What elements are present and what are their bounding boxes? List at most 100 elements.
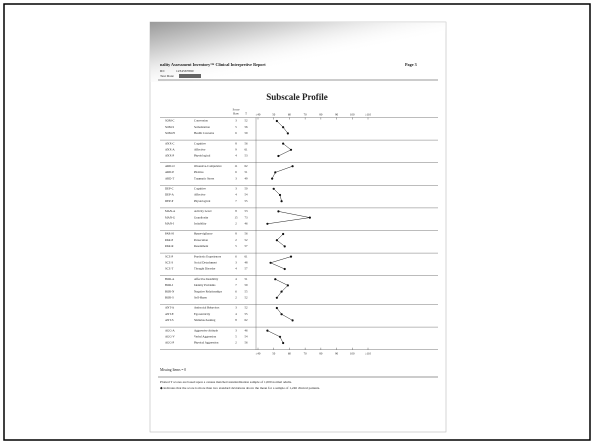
subscale-code: MAN-G [165,215,176,219]
subscale-code: AGG-P [165,341,174,345]
profile-point [280,291,282,293]
subscale-name: Traumatic Stress [194,176,215,180]
subscale-code: ANT-S [165,318,174,322]
x-tick-label: 60 [288,351,292,355]
subscale-name: Resentment [194,244,208,248]
profile-point [287,284,289,286]
subscale-name: Grandiosity [194,215,209,219]
x-tick-label: ≤40 [256,351,261,355]
scanned-page [150,22,446,432]
subscale-name: Negative Relationships [194,289,223,293]
profile-point [287,132,289,134]
t-score: 49 [245,176,249,180]
subscale-code: SOM-C [165,119,175,123]
profile-point [279,194,281,196]
column-header: Raw [233,112,239,116]
subscale-name: Somatization [194,125,210,129]
subscale-code: SCZ-P [165,254,174,258]
subscale-code: AGG-A [165,328,175,332]
profile-point [266,223,268,225]
t-score: 56 [245,232,249,236]
subscale-name: Physical Aggression [194,341,219,345]
subscale-name: Health Concerns [194,131,215,135]
t-score: 53 [245,154,249,158]
subscale-code: ARD-P [165,170,174,174]
subscale-code: ANX-C [165,141,175,145]
profile-point [282,233,284,235]
subscale-name: Thought Disorder [194,267,215,271]
t-score: 57 [245,244,249,248]
profile-point [290,256,292,258]
subscale-name: Phobias [194,170,204,174]
date-label: Test Date: [160,74,174,78]
profile-point [277,210,279,212]
subscale-name: Cognitive [194,141,207,145]
profile-point [291,319,293,321]
t-score: 55 [245,289,249,293]
subscale-name: Antisocial Behaviors [194,306,220,310]
subscale-code: AGG-V [165,334,175,338]
subscale-code: PAR-R [165,244,174,248]
subscale-name: Social Detachment [194,260,217,264]
t-score: 56 [245,341,249,345]
subscale-code: PAR-H [165,232,175,236]
profile-point [274,278,276,280]
profile-point [290,149,292,151]
id-value: 1234567890 [176,69,194,73]
subscale-name: Hypervigilance [194,232,213,236]
t-score: 51 [245,170,249,174]
subscale-name: Cognitive [194,186,207,190]
subscale-code: ARD-T [165,176,174,180]
redaction [179,74,201,78]
t-score: 53 [245,209,249,213]
subscale-code: DEP-C [165,186,174,190]
x-tick-label: 80 [319,351,323,355]
profile-point [284,245,286,247]
profile-point [279,336,281,338]
subscale-code: BOR-A [165,277,175,281]
subscale-code: SCZ-T [165,267,174,271]
subscale-name: Conversion [194,119,208,123]
t-score: 61 [245,254,249,258]
subscale-name: Self-Harm [194,295,207,299]
profile-point [266,330,268,332]
profile-point [284,268,286,270]
t-score: 54 [245,334,249,338]
subscale-name: Affective [194,193,206,197]
subscale-code: ANX-P [165,154,174,158]
x-tick-label: 70 [304,351,308,355]
t-score: 56 [245,125,249,129]
missing-items: Missing Items = 0 [160,368,186,372]
t-score: 48 [245,260,249,264]
profile-point [277,155,279,157]
subscale-code: MAN-A [165,209,176,213]
report-title: nality Assessment Inventory™ Clinical In… [160,62,266,67]
t-score: 46 [245,221,249,225]
t-score: 57 [245,267,249,271]
x-tick-label: ≥110 [365,351,372,355]
subscale-code: BOR-I [165,283,173,287]
t-score: 52 [245,119,249,123]
subscale-code: ANT-A [165,306,175,310]
subscale-code: MAN-I [165,221,174,225]
subscale-code: SOM-S [165,125,175,129]
t-score: 55 [245,199,249,203]
x-tick-label: 100 [350,113,355,117]
page-number: Page 3 [405,62,417,67]
subscale-name: Affective [194,147,206,151]
t-score: 52 [245,238,249,242]
profile-point [269,262,271,264]
subscale-name: Affective Instability [194,277,219,281]
profile-point [282,143,284,145]
t-score: 73 [245,215,249,219]
subscale-code: SOM-H [165,131,176,135]
subscale-code: ANT-E [165,312,174,316]
profile-point [273,188,275,190]
scan-shadow [150,22,446,82]
x-tick-label: 80 [319,113,323,117]
profile-point [276,239,278,241]
profile-point [276,297,278,299]
profile-point [274,171,276,173]
x-tick-label: 60 [288,113,292,117]
subscale-name: Activity Level [194,209,212,213]
